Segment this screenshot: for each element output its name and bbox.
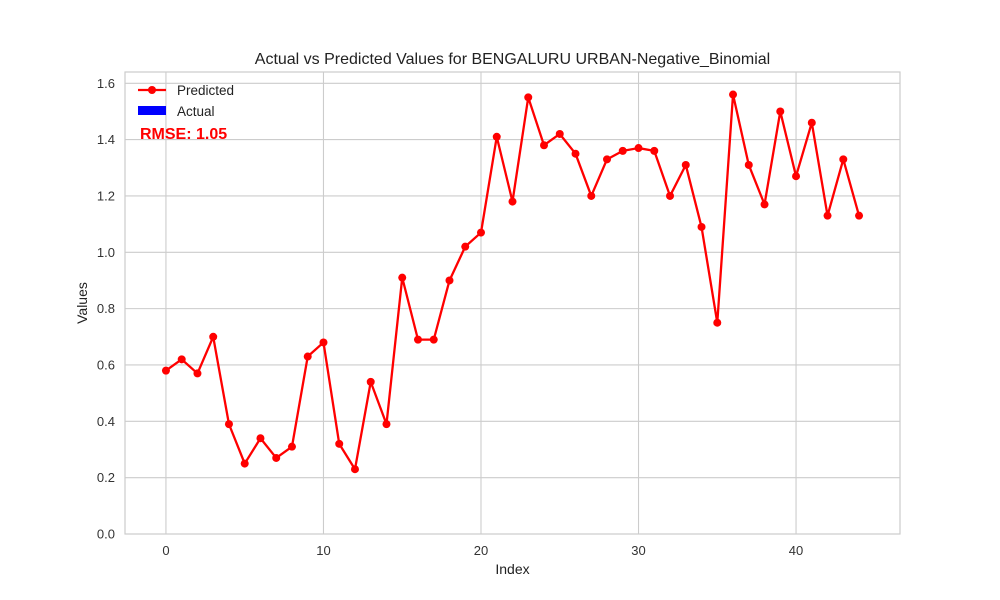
predicted-point (272, 453, 281, 462)
predicted-point (634, 144, 643, 153)
y-tick-label: 0.6 (97, 357, 115, 372)
predicted-point (398, 273, 407, 282)
predicted-point (760, 200, 769, 209)
series-layer (161, 90, 864, 474)
predicted-point (807, 118, 816, 127)
predicted-point (335, 439, 344, 448)
predicted-point (713, 318, 722, 327)
predicted-point (303, 352, 312, 361)
y-tick-label: 0.2 (97, 470, 115, 485)
x-tick-label: 0 (162, 543, 169, 558)
predicted-point (224, 420, 233, 429)
predicted-point (382, 420, 391, 429)
tick-labels: 0 10 20 30 40 0.0 0.2 0.4 0.6 0.8 1.0 1.2 1.4 1.6 (97, 76, 803, 558)
predicted-point (508, 197, 517, 206)
predicted-point (161, 366, 170, 375)
plot-area (125, 72, 900, 534)
predicted-point (413, 335, 422, 344)
predicted-point (571, 149, 580, 158)
predicted-point (540, 141, 549, 150)
x-tick-label: 20 (474, 543, 488, 558)
y-tick-label: 0.4 (97, 414, 115, 429)
predicted-point (366, 377, 375, 386)
y-tick-label: 0.8 (97, 301, 115, 316)
legend: Predicted Actual (138, 83, 234, 119)
predicted-point (603, 155, 612, 164)
predicted-point (492, 132, 501, 141)
predicted-point (555, 129, 564, 138)
predicted-point (350, 465, 359, 474)
predicted-point (240, 459, 249, 468)
y-tick-label: 1.0 (97, 245, 115, 260)
rmse-annotation: RMSE: 1.05 (140, 126, 227, 143)
predicted-point (729, 90, 738, 99)
predicted-point (193, 369, 202, 378)
y-tick-label: 0.0 (97, 527, 115, 542)
predicted-point (209, 332, 218, 341)
chart-title: Actual vs Predicted Values for BENGALURU… (255, 51, 770, 68)
y-axis-title: Values (74, 282, 90, 324)
predicted-point (855, 211, 864, 220)
legend-predicted-marker (148, 86, 156, 94)
x-tick-label: 30 (631, 543, 645, 558)
x-tick-label: 10 (316, 543, 330, 558)
predicted-point (650, 146, 659, 155)
predicted-point (177, 355, 186, 364)
predicted-point (461, 242, 470, 251)
x-tick-label: 40 (789, 543, 803, 558)
x-axis-title: Index (495, 561, 529, 577)
predicted-point (319, 338, 328, 347)
legend-actual-swatch (138, 106, 166, 115)
legend-actual-label: Actual (177, 104, 215, 119)
legend-predicted-label: Predicted (177, 83, 234, 98)
predicted-point (666, 191, 675, 200)
predicted-point (256, 434, 265, 443)
predicted-point (445, 276, 454, 285)
predicted-point (697, 222, 706, 231)
predicted-point (776, 107, 785, 116)
y-tick-label: 1.2 (97, 188, 115, 203)
predicted-point (823, 211, 832, 220)
predicted-point (681, 160, 690, 169)
predicted-point (287, 442, 296, 451)
predicted-point (839, 155, 848, 164)
predicted-point (618, 146, 627, 155)
y-tick-label: 1.6 (97, 76, 115, 91)
plot-frame (124, 71, 901, 535)
y-tick-label: 1.4 (97, 132, 115, 147)
predicted-point (524, 93, 533, 102)
predicted-point (587, 191, 596, 200)
predicted-point (476, 228, 485, 237)
predicted-point (792, 172, 801, 181)
predicted-point (429, 335, 438, 344)
predicted-point (744, 160, 753, 169)
